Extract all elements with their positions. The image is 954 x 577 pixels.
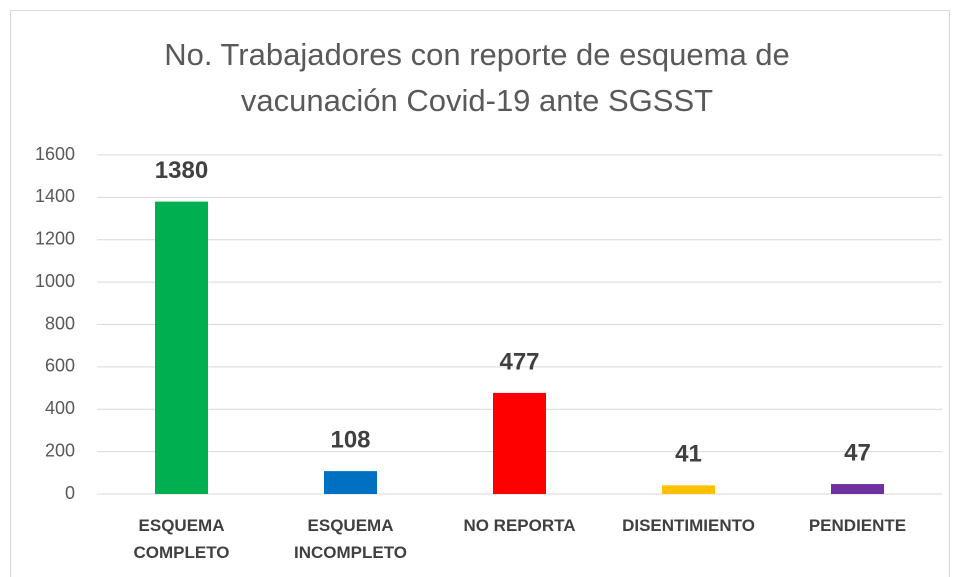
y-tick-label: 200 — [45, 440, 75, 460]
y-tick-label: 1400 — [35, 186, 75, 206]
data-label: 47 — [844, 439, 871, 466]
y-tick-label: 400 — [45, 398, 75, 418]
x-tick-label: DISENTIMIENTO — [622, 516, 755, 535]
bar — [831, 484, 884, 494]
chart-frame — [10, 10, 950, 577]
data-label: 41 — [675, 441, 702, 468]
data-label: 1380 — [155, 157, 208, 184]
chart-title: No. Trabajadores con reporte de esquema … — [164, 37, 790, 118]
x-tick-label: NO REPORTA — [463, 516, 576, 535]
bar — [324, 471, 377, 494]
y-tick-label: 1600 — [35, 144, 75, 164]
data-label: 477 — [499, 348, 539, 375]
y-tick-label: 800 — [45, 313, 75, 333]
data-label: 108 — [330, 426, 370, 453]
y-tick-label: 0 — [65, 483, 75, 503]
bar — [155, 201, 208, 495]
y-tick-label: 1200 — [35, 229, 75, 249]
x-tick-label: PENDIENTE — [808, 516, 907, 535]
bar — [662, 485, 715, 494]
y-tick-label: 1000 — [35, 271, 75, 291]
x-tick-label: ESQUEMA COMPLETO — [133, 516, 230, 562]
x-tick-label: ESQUEMA INCOMPLETO — [293, 516, 408, 562]
bar — [493, 392, 546, 494]
y-tick-label: 600 — [45, 356, 75, 376]
